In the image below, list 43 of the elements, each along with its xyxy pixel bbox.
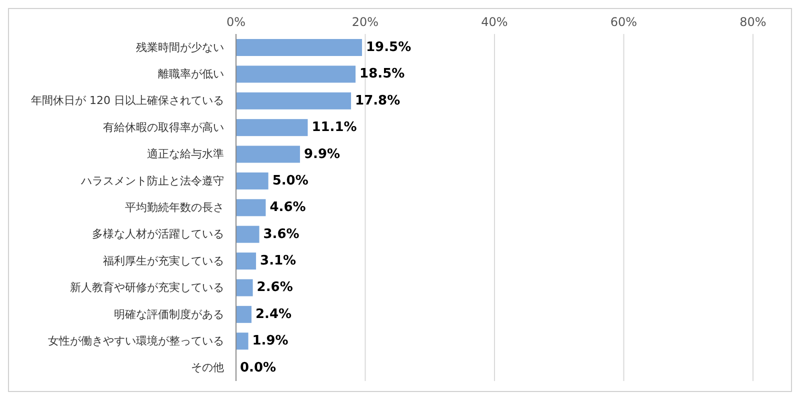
data-label: 0.0% <box>240 360 276 376</box>
data-label: 2.4% <box>256 306 292 322</box>
bar <box>236 279 253 296</box>
y-tick-label: 残業時間が少ない <box>136 40 224 54</box>
x-tick-label: 60% <box>610 15 638 29</box>
bar <box>236 332 248 350</box>
data-label: 18.5% <box>360 66 405 82</box>
y-tick-label: 平均勤続年数の長さ <box>125 201 224 214</box>
bar <box>236 172 268 190</box>
data-label: 1.9% <box>252 334 288 349</box>
bar <box>236 119 308 136</box>
y-tick-label: 多様な人材が活躍している <box>92 228 224 241</box>
x-tick-label: 20% <box>352 15 379 29</box>
data-label: 5.0% <box>272 173 308 188</box>
data-label: 3.6% <box>263 226 300 242</box>
x-tick-label: 40% <box>481 15 508 29</box>
y-tick-label: 新人教育や研修が充実している <box>70 281 224 294</box>
y-tick-label: ハラスメント防止と法令遵守 <box>80 174 224 188</box>
y-tick-label: 適正な給与水準 <box>147 148 224 161</box>
bar <box>236 39 362 56</box>
bar <box>236 146 300 163</box>
y-tick-label: 有給休暇の取得率が高い <box>103 120 224 134</box>
y-tick-label: 年間休日が 120 日以上確保されている <box>31 94 224 108</box>
bar <box>236 66 356 83</box>
data-label: 19.5% <box>366 40 412 55</box>
data-label: 3.1% <box>260 254 296 269</box>
bar <box>236 226 260 243</box>
x-tick-label: 80% <box>740 15 766 29</box>
y-tick-label: 明確な評価制度がある <box>114 308 224 321</box>
y-tick-label: その他 <box>191 361 224 374</box>
y-tick-label: 福利厚生が充実している <box>103 254 224 268</box>
bar <box>236 252 256 270</box>
y-tick-label: 離職率が低い <box>158 68 224 81</box>
data-label: 2.6% <box>256 280 293 296</box>
bar <box>236 92 352 110</box>
y-tick-label: 女性が働きやすい環境が整っている <box>48 334 224 348</box>
data-label: 9.9% <box>304 146 340 162</box>
bar <box>236 199 266 216</box>
x-tick-label: 0% <box>226 15 246 29</box>
data-label: 11.1% <box>312 120 357 136</box>
data-label: 17.8% <box>355 93 400 108</box>
bar <box>236 306 252 323</box>
data-label: 4.6% <box>270 200 306 216</box>
